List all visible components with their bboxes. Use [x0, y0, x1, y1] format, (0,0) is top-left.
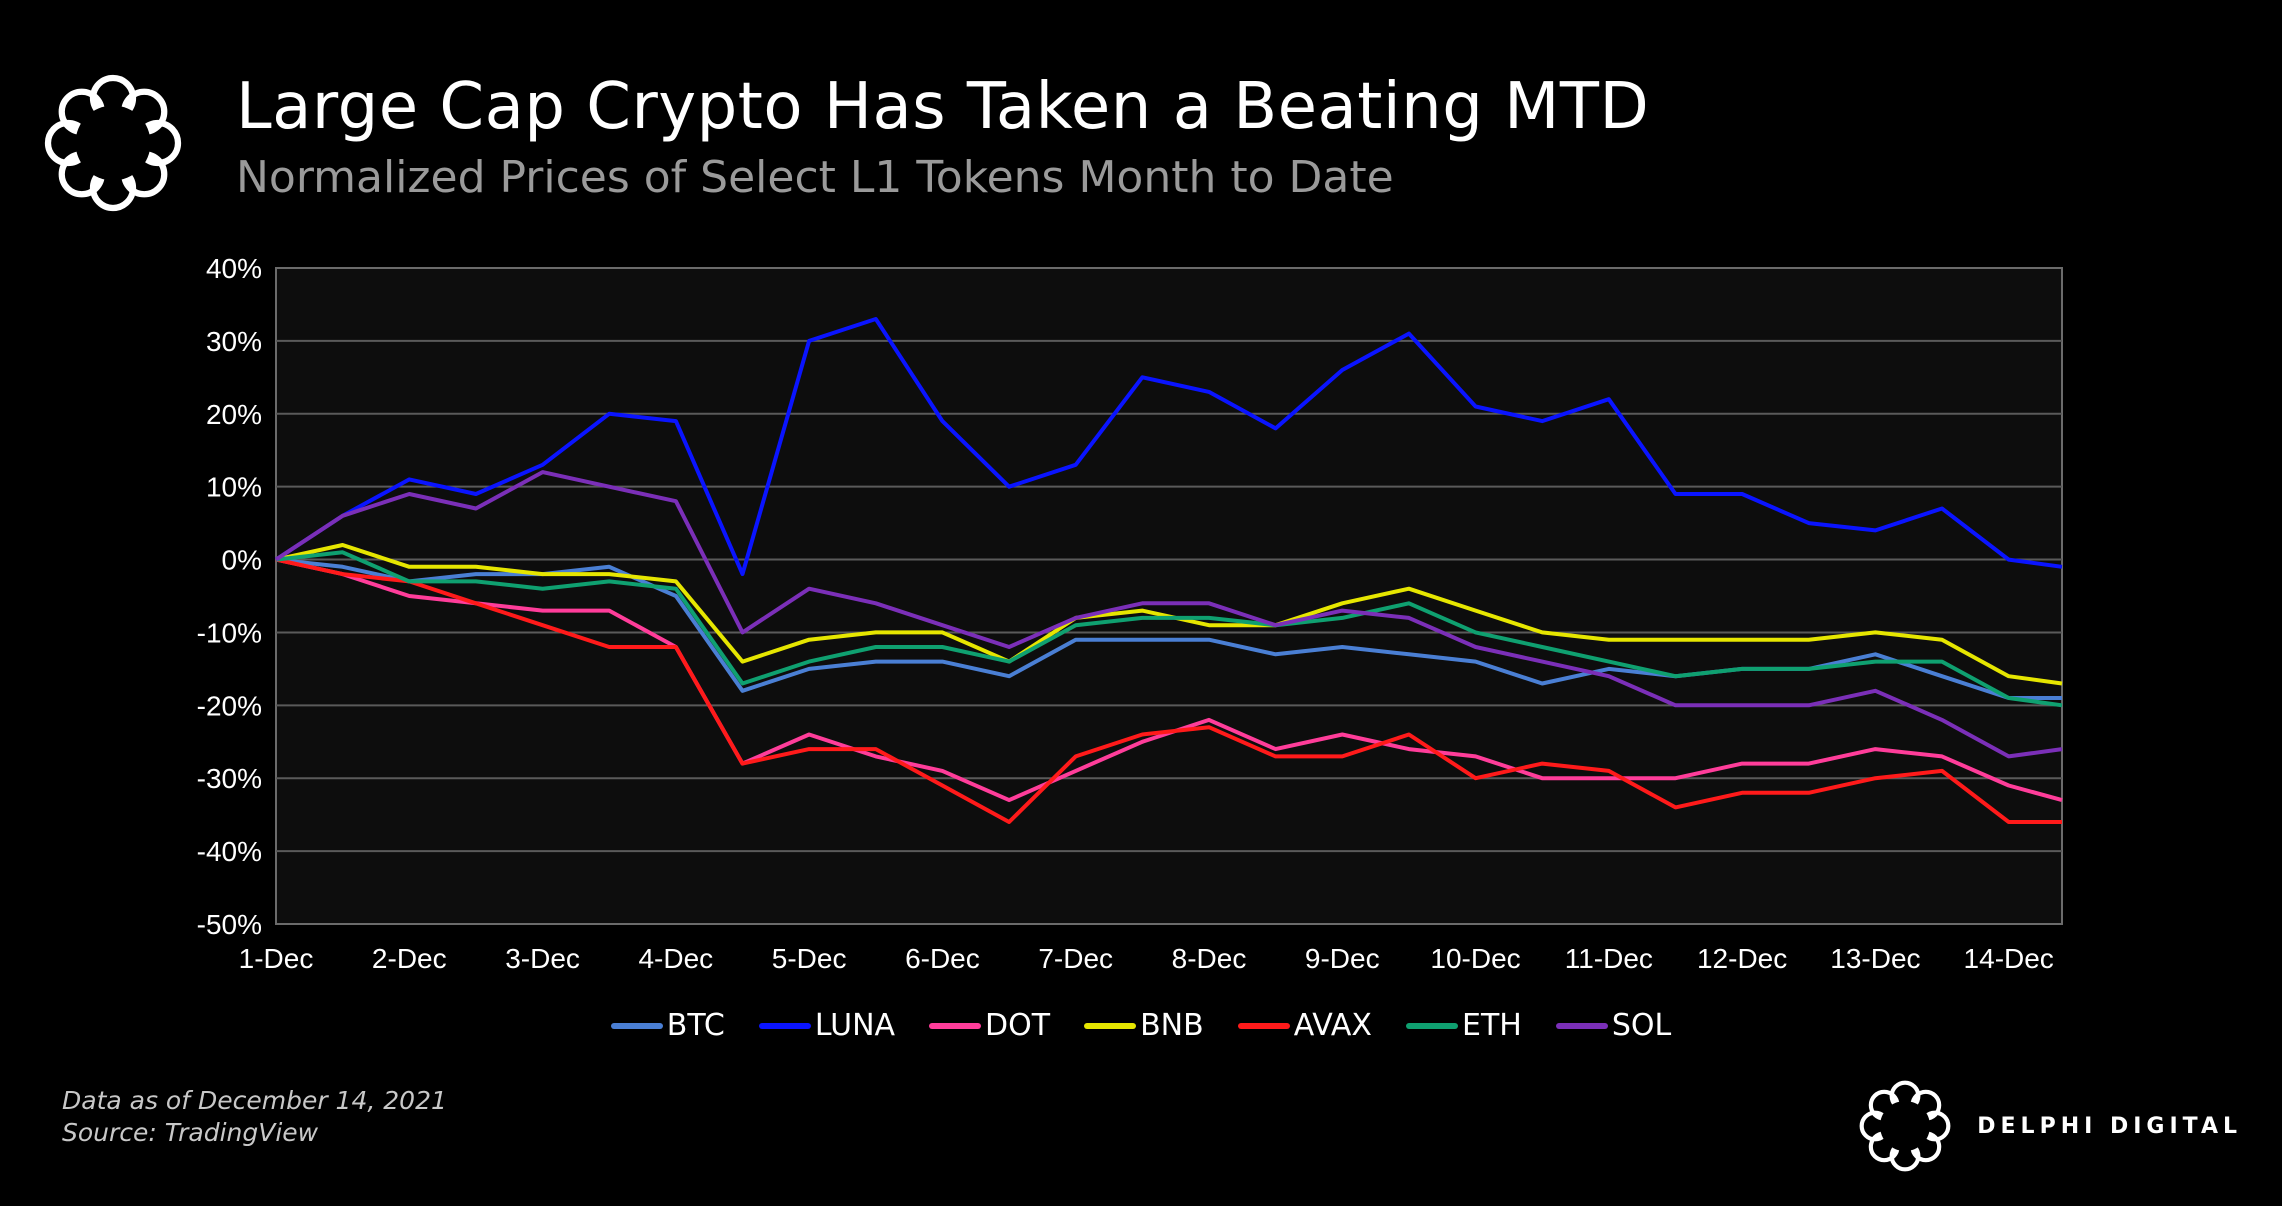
delphi-knot-logo-icon	[1859, 1080, 1951, 1172]
x-axis-ticks: 1-Dec 2-Dec 3-Dec 4-Dec 5-Dec 6-Dec 7-Dec 8-Dec…	[239, 943, 2054, 974]
x-tick-label: 2-Dec	[372, 943, 447, 974]
legend-item-luna: LUNA	[758, 1008, 896, 1043]
delphi-knot-logo-icon	[44, 74, 182, 212]
legend-label: ETH	[1461, 1008, 1522, 1043]
x-tick-label: 13-Dec	[1830, 943, 1920, 974]
legend-swatch	[1405, 1022, 1458, 1029]
x-tick-label: 5-Dec	[772, 943, 847, 974]
legend-label: DOT	[985, 1008, 1051, 1043]
y-tick-label: 20%	[206, 399, 262, 430]
series-line-eth	[275, 550, 2063, 708]
legend-label: BTC	[666, 1008, 725, 1043]
x-tick-label: 1-Dec	[239, 943, 314, 974]
series-line-sol	[274, 470, 2063, 759]
data-date-note: Data as of December 14, 2021	[62, 1086, 447, 1115]
x-tick-label: 3-Dec	[505, 943, 580, 974]
y-tick-label: -30%	[197, 763, 262, 794]
legend-item-sol: SOL	[1555, 1008, 1672, 1043]
y-tick-label: 10%	[206, 472, 262, 503]
legend: BTC LUNA DOT BNB AVAX ETH SOL	[0, 1008, 2282, 1043]
source-note: Source: TradingView	[62, 1118, 319, 1147]
brand-footer: DELPHI DIGITAL	[1855, 1076, 2242, 1176]
legend-item-eth: ETH	[1405, 1008, 1522, 1043]
legend-swatch	[1555, 1022, 1608, 1029]
x-tick-label: 8-Dec	[1172, 943, 1247, 974]
y-tick-label: -50%	[197, 909, 262, 940]
y-tick-label: 30%	[206, 326, 262, 357]
legend-swatch	[610, 1022, 663, 1029]
y-tick-label: 40%	[206, 253, 262, 284]
legend-swatch	[758, 1022, 811, 1029]
series-line-luna	[274, 317, 2063, 577]
y-tick-label: -40%	[197, 836, 262, 867]
legend-label: LUNA	[814, 1008, 896, 1043]
legend-item-avax: AVAX	[1237, 1008, 1372, 1043]
legend-item-btc: BTC	[610, 1008, 725, 1043]
x-tick-label: 12-Dec	[1697, 943, 1787, 974]
legend-item-bnb: BNB	[1084, 1008, 1204, 1043]
y-axis-ticks: 40% 30% 20% 10% 0% -10% -20% -30% -40% -50%	[197, 253, 262, 940]
legend-label: AVAX	[1293, 1008, 1372, 1043]
legend-item-dot: DOT	[929, 1008, 1050, 1043]
chart-subtitle: Normalized Prices of Select L1 Tokens Mo…	[236, 152, 1394, 203]
legend-swatch	[1084, 1022, 1137, 1029]
series-line-avax	[275, 557, 2062, 824]
legend-swatch	[929, 1022, 982, 1029]
x-tick-label: 11-Dec	[1565, 943, 1653, 974]
legend-swatch	[1237, 1022, 1290, 1029]
x-tick-label: 7-Dec	[1038, 943, 1113, 974]
series-lines	[274, 317, 2063, 824]
x-tick-label: 9-Dec	[1305, 943, 1380, 974]
y-tick-label: -10%	[197, 617, 262, 648]
x-tick-label: 14-Dec	[1964, 943, 2054, 974]
y-tick-label: -20%	[197, 690, 262, 721]
x-tick-label: 6-Dec	[905, 943, 980, 974]
legend-label: BNB	[1140, 1008, 1204, 1043]
x-tick-label: 10-Dec	[1430, 943, 1520, 974]
legend-label: SOL	[1611, 1008, 1672, 1043]
line-chart: 40% 30% 20% 10% 0% -10% -20% -30% -40% -50% 1-Dec…	[197, 253, 2063, 974]
brand-name: DELPHI DIGITAL	[1977, 1113, 2242, 1139]
chart-title: Large Cap Crypto Has Taken a Beating MTD	[236, 70, 1650, 144]
x-tick-label: 4-Dec	[638, 943, 713, 974]
y-tick-label: 0%	[222, 545, 262, 576]
plot-area	[275, 267, 2063, 925]
